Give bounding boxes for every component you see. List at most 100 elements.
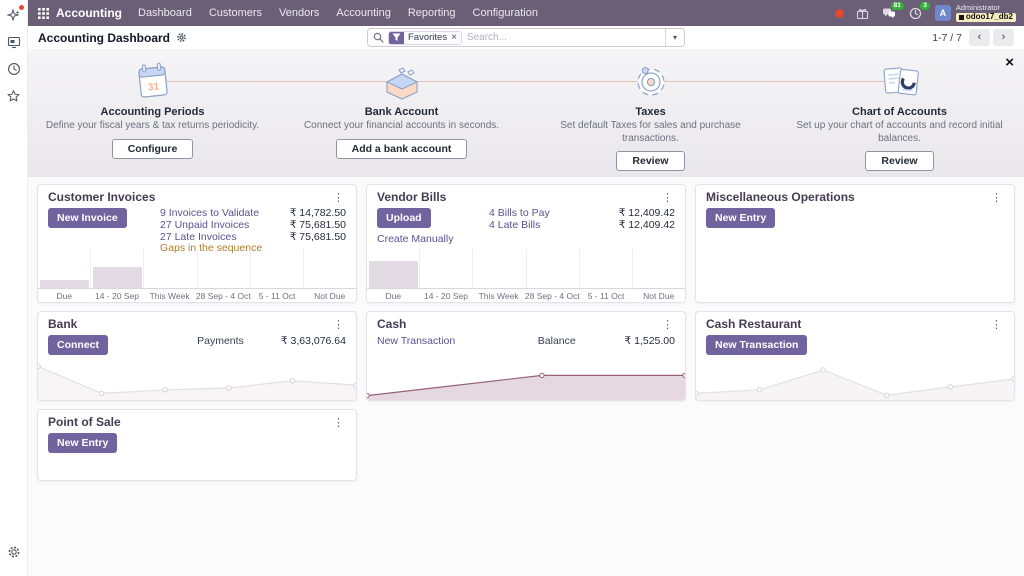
- review-taxes-button[interactable]: Review: [616, 151, 685, 171]
- card-miscellaneous-operations: Miscellaneous Operations ⋮ New Entry: [695, 184, 1015, 303]
- balance-label[interactable]: Balance: [537, 335, 576, 347]
- customer-invoices-bar-chart[interactable]: Due 14 - 20 Sep This Week 28 Sep - 4 Oct 5 -…: [38, 249, 356, 302]
- onboarding-connector-line: [152, 81, 900, 82]
- remove-filter-icon[interactable]: ×: [451, 31, 461, 44]
- activities-clock-icon[interactable]: 3: [909, 1, 930, 20]
- menu-reporting[interactable]: Reporting: [407, 7, 456, 19]
- pager-range: 1-7 / 7: [932, 31, 962, 44]
- chart-docs-illustration-icon: [877, 59, 923, 105]
- unpaid-invoices-link[interactable]: 27 Unpaid Invoices: [160, 218, 250, 231]
- new-transaction-button[interactable]: New Transaction: [706, 335, 808, 355]
- avatar[interactable]: A: [934, 5, 951, 21]
- user-menu[interactable]: Administrator odoo17_db2: [955, 4, 1016, 22]
- card-title[interactable]: Point of Sale: [48, 415, 121, 429]
- pager-previous-button[interactable]: ‹: [969, 29, 990, 46]
- gift-icon[interactable]: [856, 7, 869, 20]
- card-cash: Cash ⋮ New Transaction Balance ₹ 1,525.0…: [366, 311, 686, 401]
- step-title: Bank Account: [364, 106, 439, 118]
- kebab-menu-icon[interactable]: ⋮: [991, 318, 1002, 331]
- menu-configuration[interactable]: Configuration: [472, 7, 538, 19]
- gear-icon[interactable]: [5, 543, 23, 561]
- kebab-menu-icon[interactable]: ⋮: [333, 191, 344, 204]
- review-chart-of-accounts-button[interactable]: Review: [865, 151, 934, 171]
- kebab-menu-icon[interactable]: ⋮: [662, 191, 673, 204]
- gaps-in-sequence-link[interactable]: Gaps in the sequence: [160, 242, 263, 255]
- bank-line-chart[interactable]: [38, 358, 356, 400]
- app-name[interactable]: Accounting: [56, 6, 122, 20]
- messages-badge: 81: [890, 1, 904, 10]
- monitor-icon[interactable]: [5, 33, 23, 51]
- active-filter-chip: Favorites ×: [388, 30, 462, 45]
- configure-button[interactable]: Configure: [111, 138, 194, 159]
- vendor-bills-bar-chart[interactable]: Due 14 - 20 Sep This Week 28 Sep - 4 Oct 5 -…: [367, 249, 685, 302]
- late-bills-link[interactable]: 4 Late Bills: [489, 218, 541, 231]
- payments-label[interactable]: Payments: [197, 335, 244, 347]
- gear-illustration-icon: [629, 59, 673, 105]
- cash-restaurant-line-chart[interactable]: [696, 358, 1014, 400]
- card-title[interactable]: Miscellaneous Operations: [706, 190, 855, 204]
- new-transaction-link[interactable]: New Transaction: [377, 335, 456, 347]
- card-title[interactable]: Bank: [48, 317, 78, 331]
- onboarding-banner: × 31 Accounting Periods Define your fisc…: [28, 49, 1024, 177]
- new-invoice-button[interactable]: New Invoice: [48, 208, 127, 228]
- settings-cog-icon[interactable]: [176, 32, 187, 43]
- search-dropdown-caret-icon[interactable]: ▾: [665, 29, 684, 46]
- menu-customers[interactable]: Customers: [208, 7, 263, 19]
- menu-vendors[interactable]: Vendors: [279, 7, 320, 19]
- filter-label: Favorites: [404, 31, 452, 44]
- apps-grid-icon[interactable]: [38, 7, 49, 19]
- star-icon[interactable]: [5, 87, 23, 105]
- card-customer-invoices: Customer Invoices ⋮ New Invoice 9 Invoic…: [37, 184, 357, 303]
- invoices-to-validate-link[interactable]: 9 Invoices to Validate: [160, 207, 260, 219]
- payments-amount: ₹ 3,63,076.64: [280, 335, 346, 347]
- card-title[interactable]: Cash Restaurant: [706, 317, 802, 331]
- kpi-amount: ₹ 12,409.42: [618, 207, 675, 219]
- kebab-menu-icon[interactable]: ⋮: [333, 318, 344, 331]
- kpi-row: 27 Late Invoices ₹ 75,681.50: [160, 230, 346, 244]
- step-title: Accounting Periods: [100, 106, 205, 118]
- bank-illustration-icon: [379, 59, 425, 105]
- cash-line-chart[interactable]: [367, 358, 685, 400]
- add-bank-account-button[interactable]: Add a bank account: [335, 138, 468, 159]
- card-bank: Bank ⋮ Connect Payments ₹ 3,63,076.64: [37, 311, 357, 401]
- step-description: Define your fiscal years & tax returns p…: [45, 120, 260, 131]
- card-title[interactable]: Cash: [377, 317, 407, 331]
- notification-dot: [18, 5, 24, 10]
- close-banner-button[interactable]: ×: [1005, 54, 1014, 71]
- kebab-menu-icon[interactable]: ⋮: [333, 416, 344, 429]
- onboarding-step-bank-account: Bank Account Connect your financial acco…: [277, 49, 526, 177]
- balance-amount: ₹ 1,525.00: [624, 335, 675, 347]
- connect-button[interactable]: Connect: [48, 335, 108, 355]
- card-cash-restaurant: Cash Restaurant ⋮ New Transaction: [695, 311, 1015, 401]
- menu-accounting[interactable]: Accounting: [336, 7, 391, 19]
- page-title: Accounting Dashboard: [38, 30, 171, 45]
- search-bar[interactable]: Favorites × ▾: [367, 28, 685, 47]
- search-input[interactable]: [466, 32, 665, 43]
- create-manually-link[interactable]: Create Manually: [377, 233, 454, 245]
- menu-dashboard[interactable]: Dashboard: [138, 7, 192, 19]
- card-title[interactable]: Customer Invoices: [48, 190, 156, 204]
- kpi-amount: ₹ 75,681.50: [289, 230, 346, 243]
- sparkle-icon[interactable]: [5, 5, 24, 24]
- dashboard-cards-grid: Customer Invoices ⋮ New Invoice 9 Invoic…: [28, 177, 1024, 576]
- new-entry-button[interactable]: New Entry: [706, 208, 776, 228]
- pager-next-button[interactable]: ›: [993, 29, 1014, 46]
- browser-sidebar: [0, 0, 28, 576]
- top-navbar: Accounting Dashboard Customers Vendors A…: [28, 0, 1024, 26]
- late-invoices-link[interactable]: 27 Late Invoices: [160, 230, 237, 243]
- upload-button[interactable]: Upload: [377, 208, 431, 228]
- control-panel: Accounting Dashboard Favorites × ▾: [28, 26, 1024, 49]
- new-entry-button[interactable]: New Entry: [48, 433, 118, 453]
- step-description: Connect your financial accounts in secon…: [303, 120, 500, 131]
- card-title[interactable]: Vendor Bills: [377, 190, 447, 204]
- onboarding-step-accounting-periods: 31 Accounting Periods Define your fiscal…: [28, 49, 277, 177]
- kebab-menu-icon[interactable]: ⋮: [662, 318, 673, 331]
- svg-text:31: 31: [147, 81, 160, 93]
- kpi-row: 9 Invoices to Validate ₹ 14,782.50: [160, 207, 346, 220]
- bills-to-pay-link[interactable]: 4 Bills to Pay: [489, 207, 550, 219]
- messages-icon[interactable]: 81: [882, 1, 904, 20]
- kebab-menu-icon[interactable]: ⋮: [991, 191, 1002, 204]
- kpi-row: 4 Late Bills ₹ 12,409.42: [489, 218, 675, 232]
- clock-icon[interactable]: [5, 60, 23, 78]
- kpi-amount: ₹ 14,782.50: [289, 207, 346, 219]
